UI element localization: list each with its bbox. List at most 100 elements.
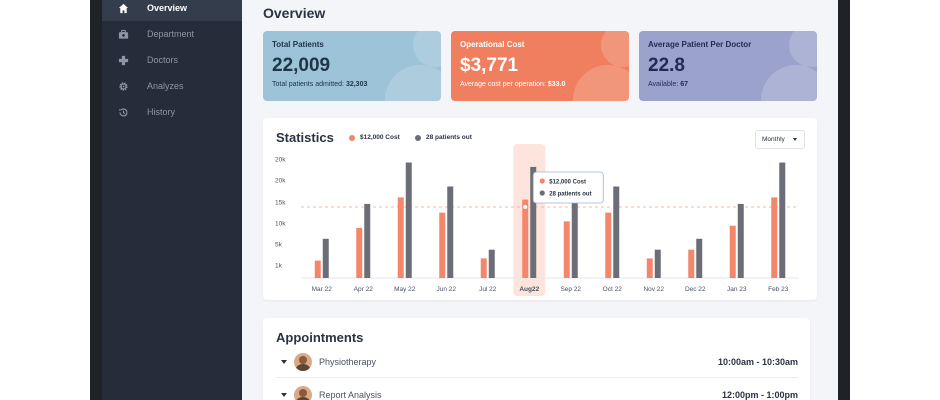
statistics-panel: Statistics $12,000 Cost 28 patients out … — [263, 118, 817, 300]
sidebar-item-label: History — [147, 107, 176, 117]
bar-cost — [480, 258, 487, 278]
tooltip-box — [532, 171, 604, 204]
appointment-name: Report Analysis — [319, 390, 382, 400]
card-subtitle: Available: 67 — [648, 81, 688, 88]
bar-patients — [779, 162, 786, 278]
y-tick-label: 5k — [275, 242, 283, 249]
card-label: Operational Cost — [460, 40, 525, 49]
main-content: Overview Total Patients 22,009 Total pat… — [242, 0, 838, 400]
divider — [276, 377, 798, 378]
x-tick-label: Mar 22 — [312, 286, 333, 293]
sidebar-item-label: Overview — [147, 3, 188, 13]
appointment-name: Physiotherapy — [319, 357, 377, 367]
card-label: Average Patient Per Doctor — [648, 40, 752, 49]
appointments-title: Appointments — [276, 330, 364, 345]
bar-cost — [439, 212, 446, 278]
highlight-marker — [522, 204, 529, 210]
x-tick-label: Nov 22 — [643, 286, 664, 293]
app-window: Overview Department Doctors Analyzes His… — [102, 0, 838, 400]
appointment-row[interactable]: Physiotherapy 10:00am - 10:30am — [276, 350, 798, 374]
statistics-title: Statistics — [276, 130, 334, 145]
bar-cost — [397, 197, 404, 278]
y-tick-label: 1k — [275, 263, 283, 270]
bar-patients — [571, 199, 578, 278]
bar-cost — [771, 197, 778, 278]
card-value: $3,771 — [460, 55, 519, 76]
legend-label: $12,000 Cost — [360, 134, 400, 141]
sidebar-item-label: Department — [147, 29, 195, 39]
bar-patients — [737, 203, 744, 278]
x-tick-label: May 22 — [394, 286, 416, 293]
period-select[interactable]: Monthly — [755, 130, 805, 149]
bar-cost — [688, 249, 695, 278]
appointment-time: 10:00am - 10:30am — [717, 357, 798, 367]
card-subtitle: Total patients admitted: 32,303 — [272, 81, 368, 88]
bar-patients — [530, 166, 537, 278]
bar-patients — [447, 186, 454, 278]
sidebar-item-label: Doctors — [147, 55, 179, 65]
x-tick-label: Apr 22 — [354, 286, 374, 293]
home-icon — [116, 1, 130, 15]
y-tick-label: 15k — [275, 200, 286, 207]
card-value: 22,009 — [272, 55, 331, 76]
tooltip-dot-cost — [539, 178, 545, 184]
y-tick-label: 20k — [275, 157, 286, 164]
appointment-time: 12:00pm - 1:00pm — [721, 390, 798, 400]
sidebar-item-history[interactable]: History — [102, 99, 242, 125]
gear-icon — [116, 79, 130, 93]
bar-patients — [364, 203, 371, 278]
x-tick-label: Jun 22 — [436, 286, 456, 293]
total-patients-card: Total Patients 22,009 Total patients adm… — [263, 31, 441, 101]
bar-cost — [314, 260, 321, 278]
bar-cost — [646, 258, 653, 278]
bar-patients — [488, 249, 495, 278]
average-patient-card: Average Patient Per Doctor 22.8 Availabl… — [639, 31, 817, 101]
bar-patients — [405, 162, 412, 278]
legend-item-patients: 28 patients out — [415, 134, 472, 141]
avatar — [294, 386, 312, 400]
legend-label: 28 patients out — [426, 134, 472, 141]
history-icon — [116, 105, 130, 119]
appointments-panel: Appointments Physiotherapy 10:00am - 10:… — [263, 318, 810, 400]
x-tick-label: Jan 23 — [727, 286, 747, 293]
y-tick-label: 20k — [275, 178, 286, 185]
chevron-down-icon — [793, 138, 797, 141]
avatar — [294, 353, 312, 371]
bar-cost — [605, 212, 612, 278]
card-label: Total Patients — [272, 40, 324, 49]
tooltip-dot-patients — [539, 190, 545, 196]
bar-patients — [696, 238, 703, 278]
plus-icon — [116, 53, 130, 67]
caret-down-icon[interactable] — [281, 360, 287, 364]
legend-item-cost: $12,000 Cost — [349, 134, 400, 141]
x-tick-label: Dec 22 — [685, 286, 706, 293]
bar-patients — [613, 186, 620, 278]
page-title: Overview — [263, 5, 326, 21]
period-select-value: Monthly — [762, 136, 785, 143]
sidebar-item-analyzes[interactable]: Analyzes — [102, 73, 242, 99]
bar-cost — [563, 221, 570, 278]
briefcase-icon — [116, 27, 130, 41]
card-value: 22.8 — [648, 55, 685, 76]
x-tick-label: Sep 22 — [560, 286, 581, 293]
bar-cost — [522, 199, 529, 278]
operational-cost-card: Operational Cost $3,771 Average cost per… — [451, 31, 629, 101]
bar-cost — [356, 227, 363, 278]
sidebar: Overview Department Doctors Analyzes His… — [102, 0, 242, 400]
statistics-chart: 20k 20k 15k 10k 5k 1k Mar 22 Apr 22 May 22 Jun 22… — [275, 144, 799, 296]
x-tick-label: Feb 23 — [768, 286, 789, 293]
highlight-column — [513, 144, 546, 296]
bar-patients — [654, 249, 661, 278]
appointment-row[interactable]: Report Analysis 12:00pm - 1:00pm — [276, 383, 798, 400]
sidebar-item-overview[interactable]: Overview — [102, 0, 242, 21]
sidebar-item-label: Analyzes — [147, 81, 184, 91]
tooltip-cost: $12,000 Cost — [549, 180, 586, 186]
sidebar-item-department[interactable]: Department — [102, 21, 242, 47]
bar-cost — [729, 225, 736, 278]
x-tick-label: Jul 22 — [479, 286, 497, 293]
sidebar-item-doctors[interactable]: Doctors — [102, 47, 242, 73]
x-tick-label: Oct 22 — [603, 286, 623, 293]
caret-down-icon[interactable] — [281, 393, 287, 397]
bar-patients — [322, 238, 329, 278]
tooltip-patients: 28 patients out — [549, 192, 591, 198]
